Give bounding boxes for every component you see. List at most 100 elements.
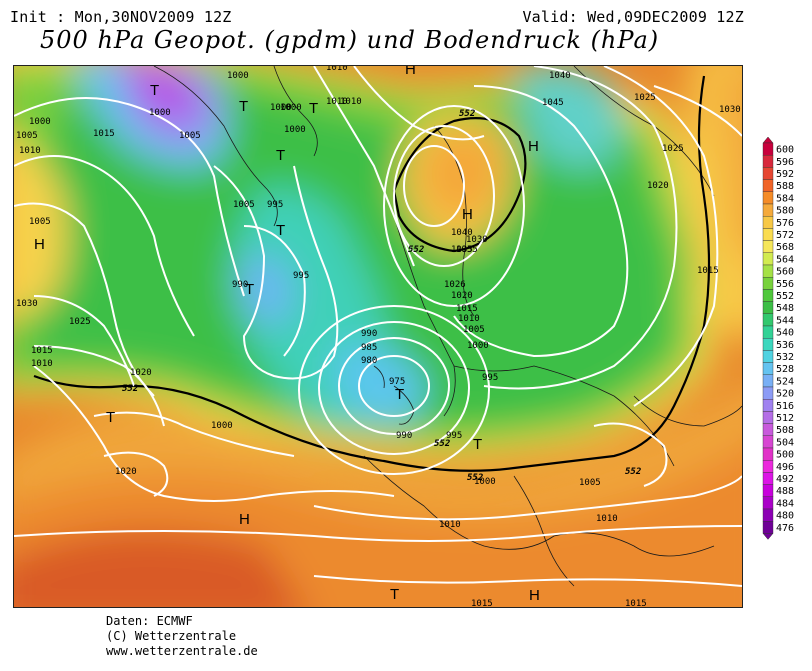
legend-label: 548: [776, 303, 794, 314]
legend-label: 516: [776, 401, 794, 412]
legend-label: 532: [776, 352, 794, 363]
high-pressure-marker: H: [34, 236, 45, 253]
legend-swatch: [762, 411, 774, 424]
isobar-label: 1010: [340, 97, 362, 107]
legend-swatch: [762, 179, 774, 192]
isobar-label: 1005: [29, 217, 51, 227]
isobar-label: 990: [396, 431, 412, 441]
legend-swatch: [762, 313, 774, 327]
legend-swatch: [762, 276, 774, 290]
legend-label: 500: [776, 450, 794, 461]
legend-swatch: [762, 521, 774, 534]
legend-swatch: [762, 155, 774, 168]
isobar-label: 1040: [549, 71, 571, 81]
isobar-label: 1035: [456, 245, 478, 255]
legend-swatch: [762, 447, 774, 461]
legend-swatch: [762, 423, 774, 437]
isobar-label: 1015: [625, 599, 647, 607]
legend-swatch: [762, 142, 774, 156]
credit-website: www.wetterzentrale.de: [106, 644, 258, 658]
legend-label: 488: [776, 486, 794, 497]
isobar-label: 1040: [451, 228, 473, 238]
isobar-label: 1010: [458, 314, 480, 324]
legend-label: 504: [776, 437, 794, 448]
isobar-label: 975: [389, 377, 405, 387]
isobar-label: 1005: [579, 478, 601, 488]
legend-swatch: [762, 337, 774, 351]
isobar-label: 1005: [233, 200, 255, 210]
legend-swatch: [762, 508, 774, 522]
legend-swatch: [762, 264, 774, 278]
low-pressure-marker: T: [106, 409, 115, 426]
isobar-label: 1015: [456, 304, 478, 314]
legend-label: 556: [776, 279, 794, 290]
low-pressure-marker: T: [276, 222, 285, 239]
low-pressure-marker: T: [390, 586, 399, 603]
isobar-label: 1000: [29, 117, 51, 127]
legend-label: 476: [776, 523, 794, 534]
legend-label: 560: [776, 267, 794, 278]
legend-label: 512: [776, 413, 794, 424]
isobar-label: 980: [361, 356, 377, 366]
isobar-label: 1010: [31, 359, 53, 369]
legend-swatch: [762, 484, 774, 498]
legend-swatch: [762, 362, 774, 376]
legend-label: 588: [776, 181, 794, 192]
contour-label: 552: [467, 473, 483, 483]
contour-label: 552: [434, 439, 450, 449]
high-pressure-marker: H: [528, 138, 539, 155]
isobar-label: 1020: [115, 467, 137, 477]
isobars: [14, 66, 742, 587]
legend-swatch: [762, 228, 774, 241]
isobar-label: 1010: [326, 97, 348, 107]
isobar-label: 995: [482, 373, 498, 383]
legend-swatch: [762, 386, 774, 400]
contour-label: 552: [122, 384, 138, 394]
isobar-label: 1010: [596, 514, 618, 524]
isobar-label: 1020: [130, 368, 152, 378]
pressure-centres: T T T T T T T T T T H H H H H H: [34, 66, 540, 604]
legend-swatch: [762, 215, 774, 229]
legend-swatch: [762, 435, 774, 449]
isobar-label: 990: [232, 280, 248, 290]
legend-label: 568: [776, 242, 794, 253]
isobar-label: 995: [267, 200, 283, 210]
weather-map: 1000 1000 1005 1010 1000 1010 1000 1000 …: [13, 65, 743, 608]
legend-label: 480: [776, 511, 794, 522]
isobar-label: 1015: [31, 346, 53, 356]
low-pressure-marker: T: [150, 82, 159, 99]
legend-swatch: [762, 496, 774, 510]
credit-copyright: (C) Wetterzentrale: [106, 629, 237, 643]
isobar-label: 1000: [211, 421, 233, 431]
isobar-label: 1005: [179, 131, 201, 141]
isobar-label: 995: [293, 271, 309, 281]
isobar-label: 1035: [451, 245, 473, 255]
legend-label: 576: [776, 218, 794, 229]
contour-label: 552: [408, 245, 424, 255]
isobar-label: 1020: [451, 291, 473, 301]
low-pressure-marker: T: [309, 100, 318, 117]
isobar-labels: 1000 1000 1005 1010 1000 1010 1000 1000 …: [16, 66, 741, 607]
legend-swatch: [762, 374, 774, 388]
low-pressure-marker: T: [245, 281, 254, 298]
high-pressure-marker: H: [239, 511, 250, 528]
legend-label: 592: [776, 169, 794, 180]
legend-swatch: [762, 472, 774, 485]
legend-label: 572: [776, 230, 794, 241]
credit-data-source: Daten: ECMWF: [106, 614, 193, 628]
low-pressure-marker: T: [239, 98, 248, 115]
geopotential-field: [14, 66, 742, 607]
isobar-label: 1015: [697, 266, 719, 276]
isobar-label: 1005: [16, 131, 38, 141]
legend-swatch: [762, 325, 774, 339]
legend-label: 520: [776, 389, 794, 400]
legend-label: 492: [776, 474, 794, 485]
legend-swatch: [762, 191, 774, 205]
isobar-label: 1030: [16, 299, 38, 309]
legend-cap-bottom: [762, 533, 774, 540]
isobar-label: 1010: [19, 146, 41, 156]
isobar-label: 1010: [326, 66, 348, 73]
isobar-label: 1000: [227, 71, 249, 81]
legend-label: 552: [776, 291, 794, 302]
isobar-label: 1000: [284, 125, 306, 135]
